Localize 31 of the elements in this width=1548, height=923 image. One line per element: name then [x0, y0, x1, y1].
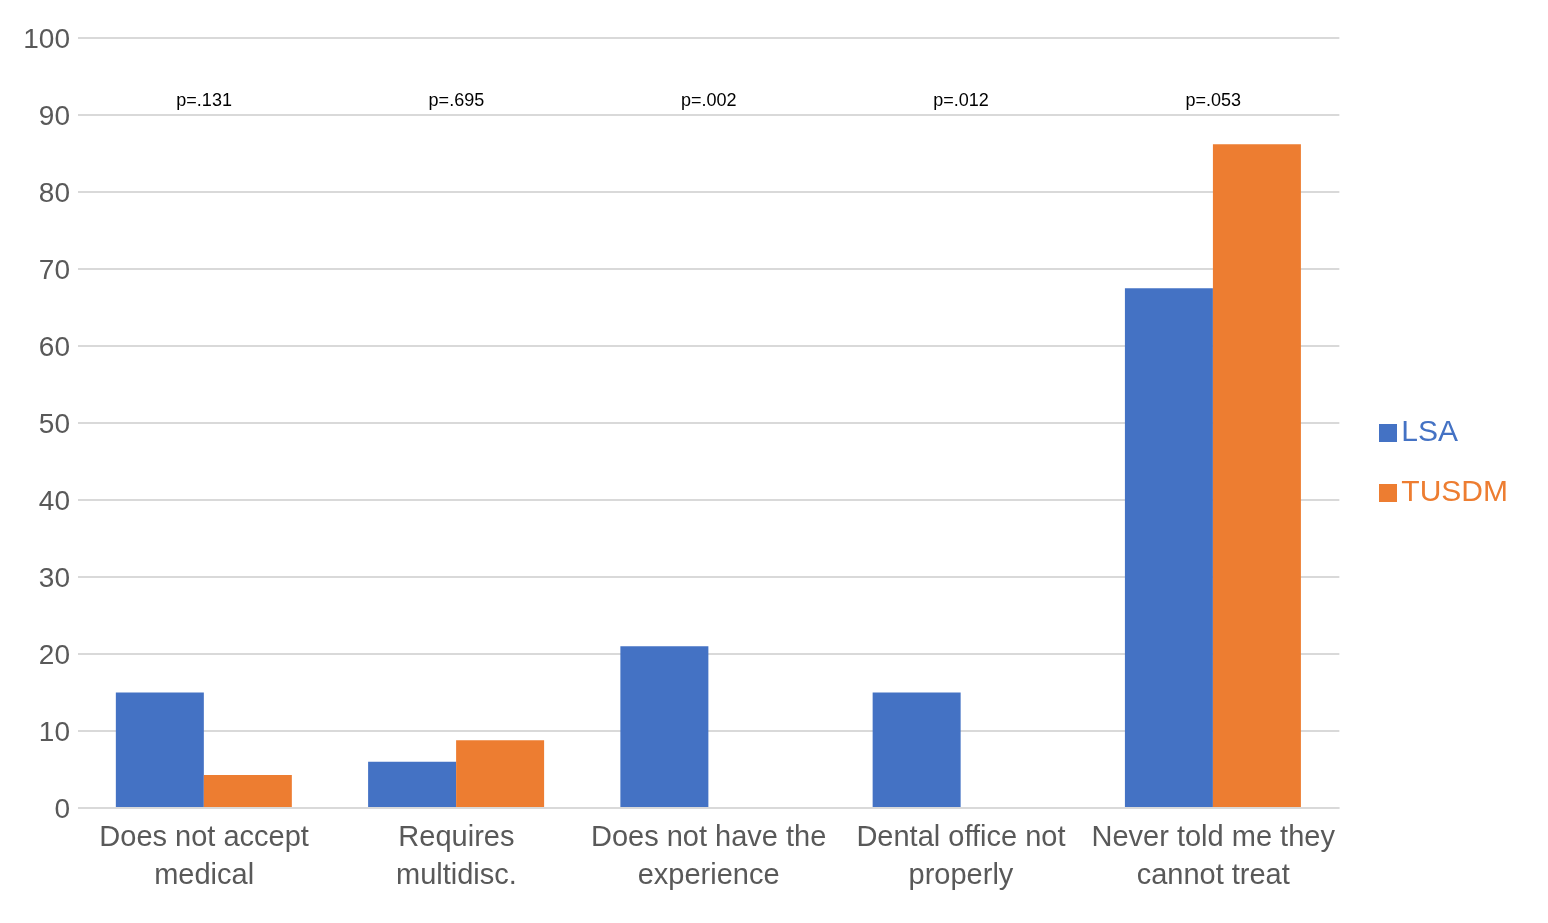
x-tick-label: Requires multidisc. [395, 820, 517, 890]
y-tick-label: 50 [38, 407, 70, 439]
y-tick-label: 100 [23, 22, 70, 54]
y-tick-label: 40 [38, 484, 70, 516]
bar [872, 692, 961, 808]
bar [115, 692, 204, 808]
bar [1212, 144, 1301, 808]
y-tick-label: 90 [38, 99, 70, 131]
y-tick-label: 0 [54, 792, 70, 824]
bar [368, 761, 457, 808]
annotation: p=.695 [428, 89, 485, 110]
x-tick-label: Does not accept medical [99, 820, 309, 890]
y-tick-label: 10 [38, 715, 70, 747]
x-tick-label: Dental office not properly [856, 820, 1066, 890]
y-tick-label: 30 [38, 561, 70, 593]
y-tick-label: 80 [38, 176, 70, 208]
y-tick-label: 70 [38, 253, 70, 285]
bar [1124, 288, 1213, 808]
annotation: p=.012 [933, 89, 989, 110]
legend-label: LSA [1401, 413, 1459, 447]
bar [456, 740, 545, 808]
x-tick-label: Never told me they cannot treat [1091, 820, 1336, 890]
bar [203, 774, 292, 808]
y-tick-label: 20 [38, 638, 70, 670]
legend-label: TUSDM [1401, 473, 1508, 507]
annotation: p=.053 [1185, 89, 1241, 110]
annotation: p=.002 [680, 89, 737, 110]
y-tick-label: 60 [38, 330, 70, 362]
bar [620, 646, 709, 808]
x-tick-label: Does not have the experience [590, 820, 827, 890]
annotation: p=.131 [176, 89, 232, 110]
